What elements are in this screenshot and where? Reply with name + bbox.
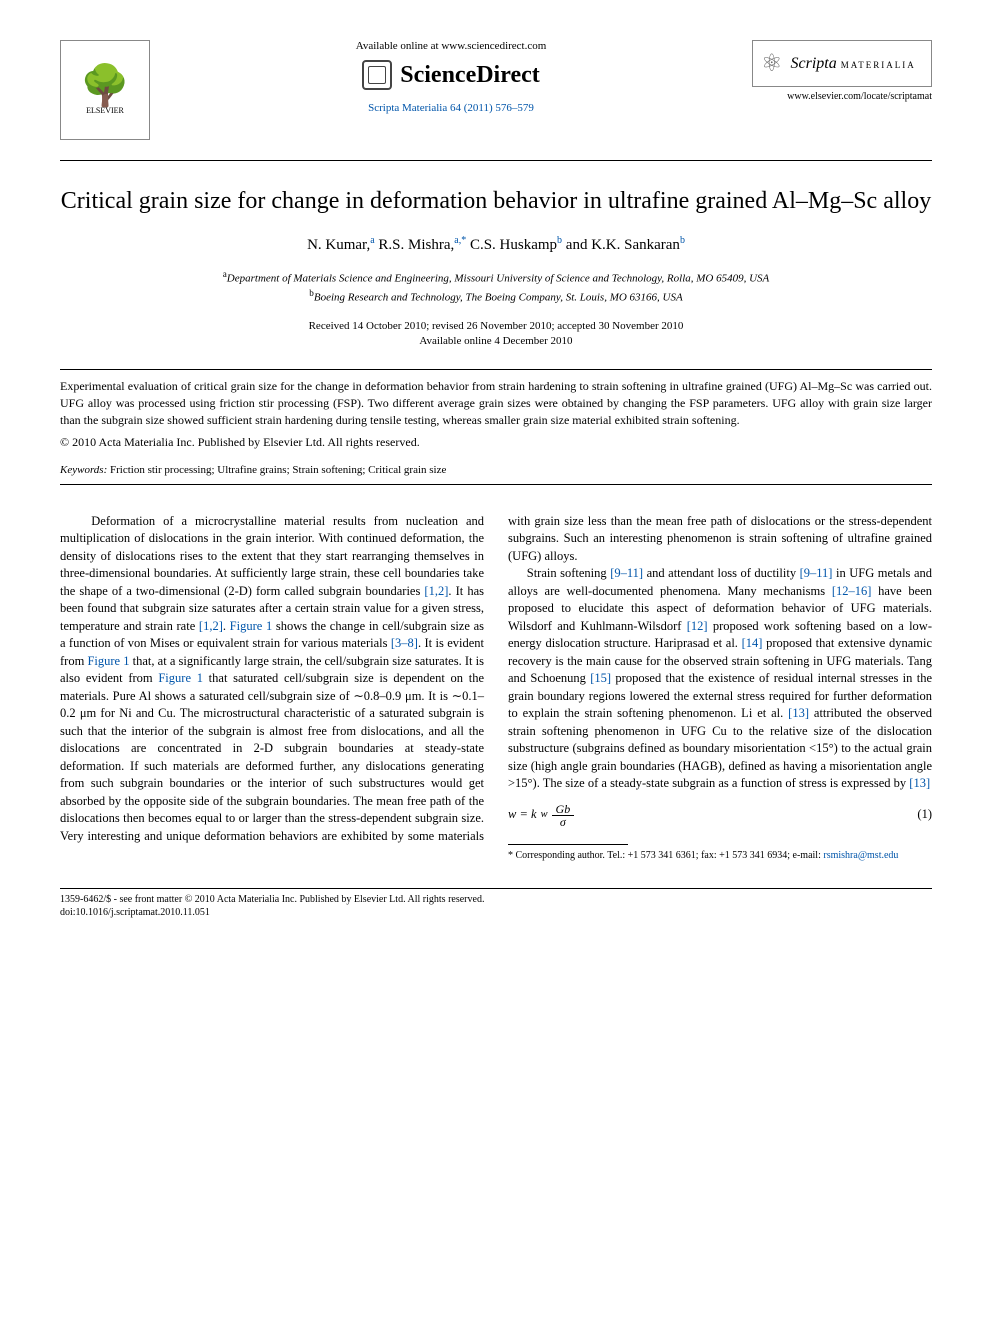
authors: N. Kumar,a R.S. Mishra,a,* C.S. Huskampb…: [60, 235, 932, 254]
online-date: Available online 4 December 2010: [419, 335, 572, 347]
scripta-box: ⚛ Scripta MATERIALIA: [752, 40, 932, 87]
body-text: Deformation of a microcrystalline materi…: [60, 513, 932, 862]
molecule-icon: ⚛: [761, 49, 783, 78]
sciencedirect-icon: [362, 60, 392, 90]
ref-link[interactable]: [13]: [788, 706, 809, 720]
abstract-top-divider: [60, 369, 932, 370]
paragraph-2: Strain softening [9–11] and attendant lo…: [508, 565, 932, 793]
ref-link[interactable]: [9–11]: [800, 566, 833, 580]
ref-link[interactable]: [1,2]: [424, 584, 448, 598]
abstract: Experimental evaluation of critical grai…: [60, 378, 932, 428]
ref-link[interactable]: [12]: [687, 619, 708, 633]
abstract-bottom-divider: [60, 484, 932, 485]
corresponding-footnote: * Corresponding author. Tel.: +1 573 341…: [508, 849, 932, 862]
footer: 1359-6462/$ - see front matter © 2010 Ac…: [60, 882, 932, 919]
fraction: Gb σ: [552, 803, 575, 828]
author-3: C.S. Huskamp: [470, 237, 557, 253]
affiliation-a: Department of Materials Science and Engi…: [227, 273, 769, 285]
author-4: and K.K. Sankaran: [566, 237, 680, 253]
keywords-label: Keywords:: [60, 464, 107, 476]
affiliation-b: Boeing Research and Technology, The Boei…: [314, 292, 683, 304]
ref-link[interactable]: [14]: [742, 636, 763, 650]
elsevier-label: ELSEVIER: [86, 106, 124, 115]
received-date: Received 14 October 2010; revised 26 Nov…: [309, 320, 684, 332]
figure-link[interactable]: Figure 1: [230, 619, 273, 633]
figure-link[interactable]: Figure 1: [87, 654, 129, 668]
footer-doi[interactable]: doi:10.1016/j.scriptamat.2010.11.051: [60, 906, 932, 919]
ref-link[interactable]: [9–11]: [610, 566, 643, 580]
sciencedirect-text: ScienceDirect: [400, 62, 540, 89]
scripta-sub: MATERIALIA: [841, 60, 916, 70]
ref-link[interactable]: [3–8]: [391, 636, 418, 650]
ref-link[interactable]: [15]: [590, 671, 611, 685]
email-link[interactable]: rsmishra@mst.edu: [823, 850, 898, 861]
header: 🌳 ELSEVIER Available online at www.scien…: [60, 40, 932, 140]
equation-1: w = kw Gb σ (1): [508, 803, 932, 828]
keywords-text: Friction stir processing; Ultrafine grai…: [107, 464, 446, 476]
author-2: R.S. Mishra,: [378, 237, 454, 253]
footer-divider: [60, 888, 932, 889]
equation-number: (1): [917, 806, 932, 824]
keywords: Keywords: Friction stir processing; Ultr…: [60, 464, 932, 476]
scripta-name: Scripta: [791, 55, 837, 72]
ref-link[interactable]: [12–16]: [832, 584, 872, 598]
author-3-affil[interactable]: b: [557, 235, 562, 246]
article-title: Critical grain size for change in deform…: [60, 186, 932, 217]
header-divider: [60, 160, 932, 161]
affiliations: aDepartment of Materials Science and Eng…: [60, 268, 932, 306]
available-online-text: Available online at www.sciencedirect.co…: [170, 40, 732, 52]
locate-url[interactable]: www.elsevier.com/locate/scriptamat: [752, 91, 932, 102]
journal-citation[interactable]: Scripta Materialia 64 (2011) 576–579: [170, 102, 732, 114]
elsevier-tree-icon: 🌳: [80, 66, 130, 106]
dates: Received 14 October 2010; revised 26 Nov…: [60, 319, 932, 350]
copyright: © 2010 Acta Materialia Inc. Published by…: [60, 435, 932, 450]
ref-link[interactable]: [13]: [909, 776, 930, 790]
author-1: N. Kumar,: [307, 237, 370, 253]
author-1-affil[interactable]: a: [370, 235, 374, 246]
footer-copyright: 1359-6462/$ - see front matter © 2010 Ac…: [60, 893, 932, 906]
elsevier-logo: 🌳 ELSEVIER: [60, 40, 150, 140]
figure-link[interactable]: Figure 1: [158, 671, 203, 685]
ref-link[interactable]: [1,2]: [199, 619, 223, 633]
author-2-corresponding[interactable]: *: [461, 235, 466, 246]
footnote-separator: [508, 844, 628, 845]
sciencedirect-brand: ScienceDirect: [170, 60, 732, 90]
scripta-logo: ⚛ Scripta MATERIALIA www.elsevier.com/lo…: [752, 40, 932, 102]
author-4-affil[interactable]: b: [680, 235, 685, 246]
center-header: Available online at www.sciencedirect.co…: [150, 40, 752, 114]
